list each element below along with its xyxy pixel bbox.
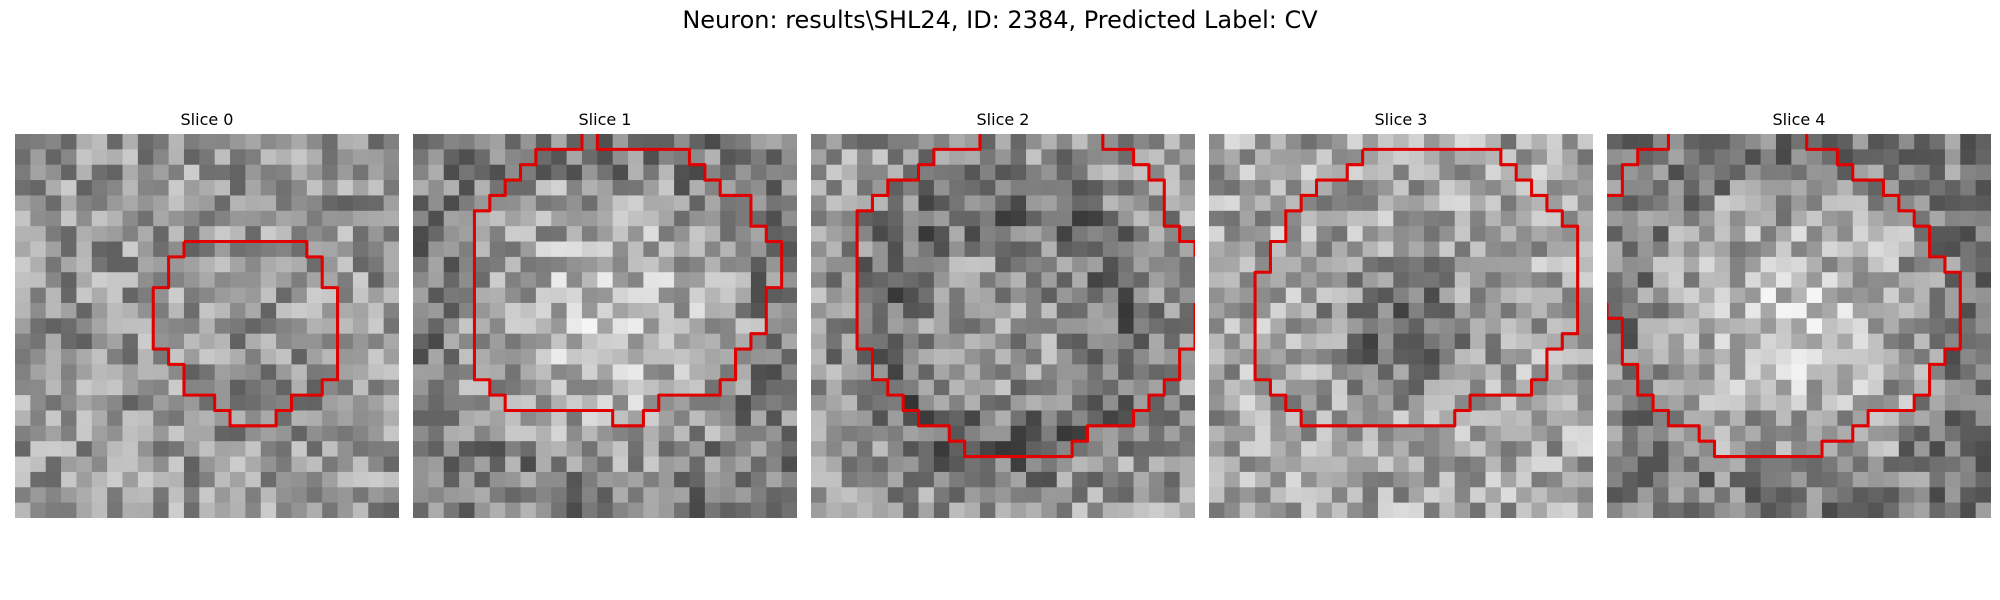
slice-title: Slice 3 [1374,110,1428,129]
slice-image-3 [1209,134,1593,518]
slice-title: Slice 2 [976,110,1030,129]
figure-title: Neuron: results\SHL24, ID: 2384, Predict… [682,6,1318,34]
pixel-grid [1209,134,1593,518]
pixel-grid [811,134,1195,518]
segmentation-contour [472,134,784,428]
segmentation-contour [1101,134,1195,257]
segmentation-contour [1607,134,1962,459]
slice-image-1 [413,134,797,518]
segmentation-contour [151,239,340,428]
segmentation-contour [1253,147,1580,428]
pixel-grid [1607,134,1991,518]
slice-image-0 [15,134,399,518]
pixel-grid [15,134,399,518]
slice-image-4 [1607,134,1991,518]
segmentation-contour [855,134,1195,459]
segmentation-contour [1607,134,1670,197]
slice-title: Slice 0 [180,110,234,129]
slice-title: Slice 4 [1772,110,1826,129]
pixel-grid [413,134,797,518]
slice-image-2 [811,134,1195,518]
slice-title: Slice 1 [578,110,632,129]
